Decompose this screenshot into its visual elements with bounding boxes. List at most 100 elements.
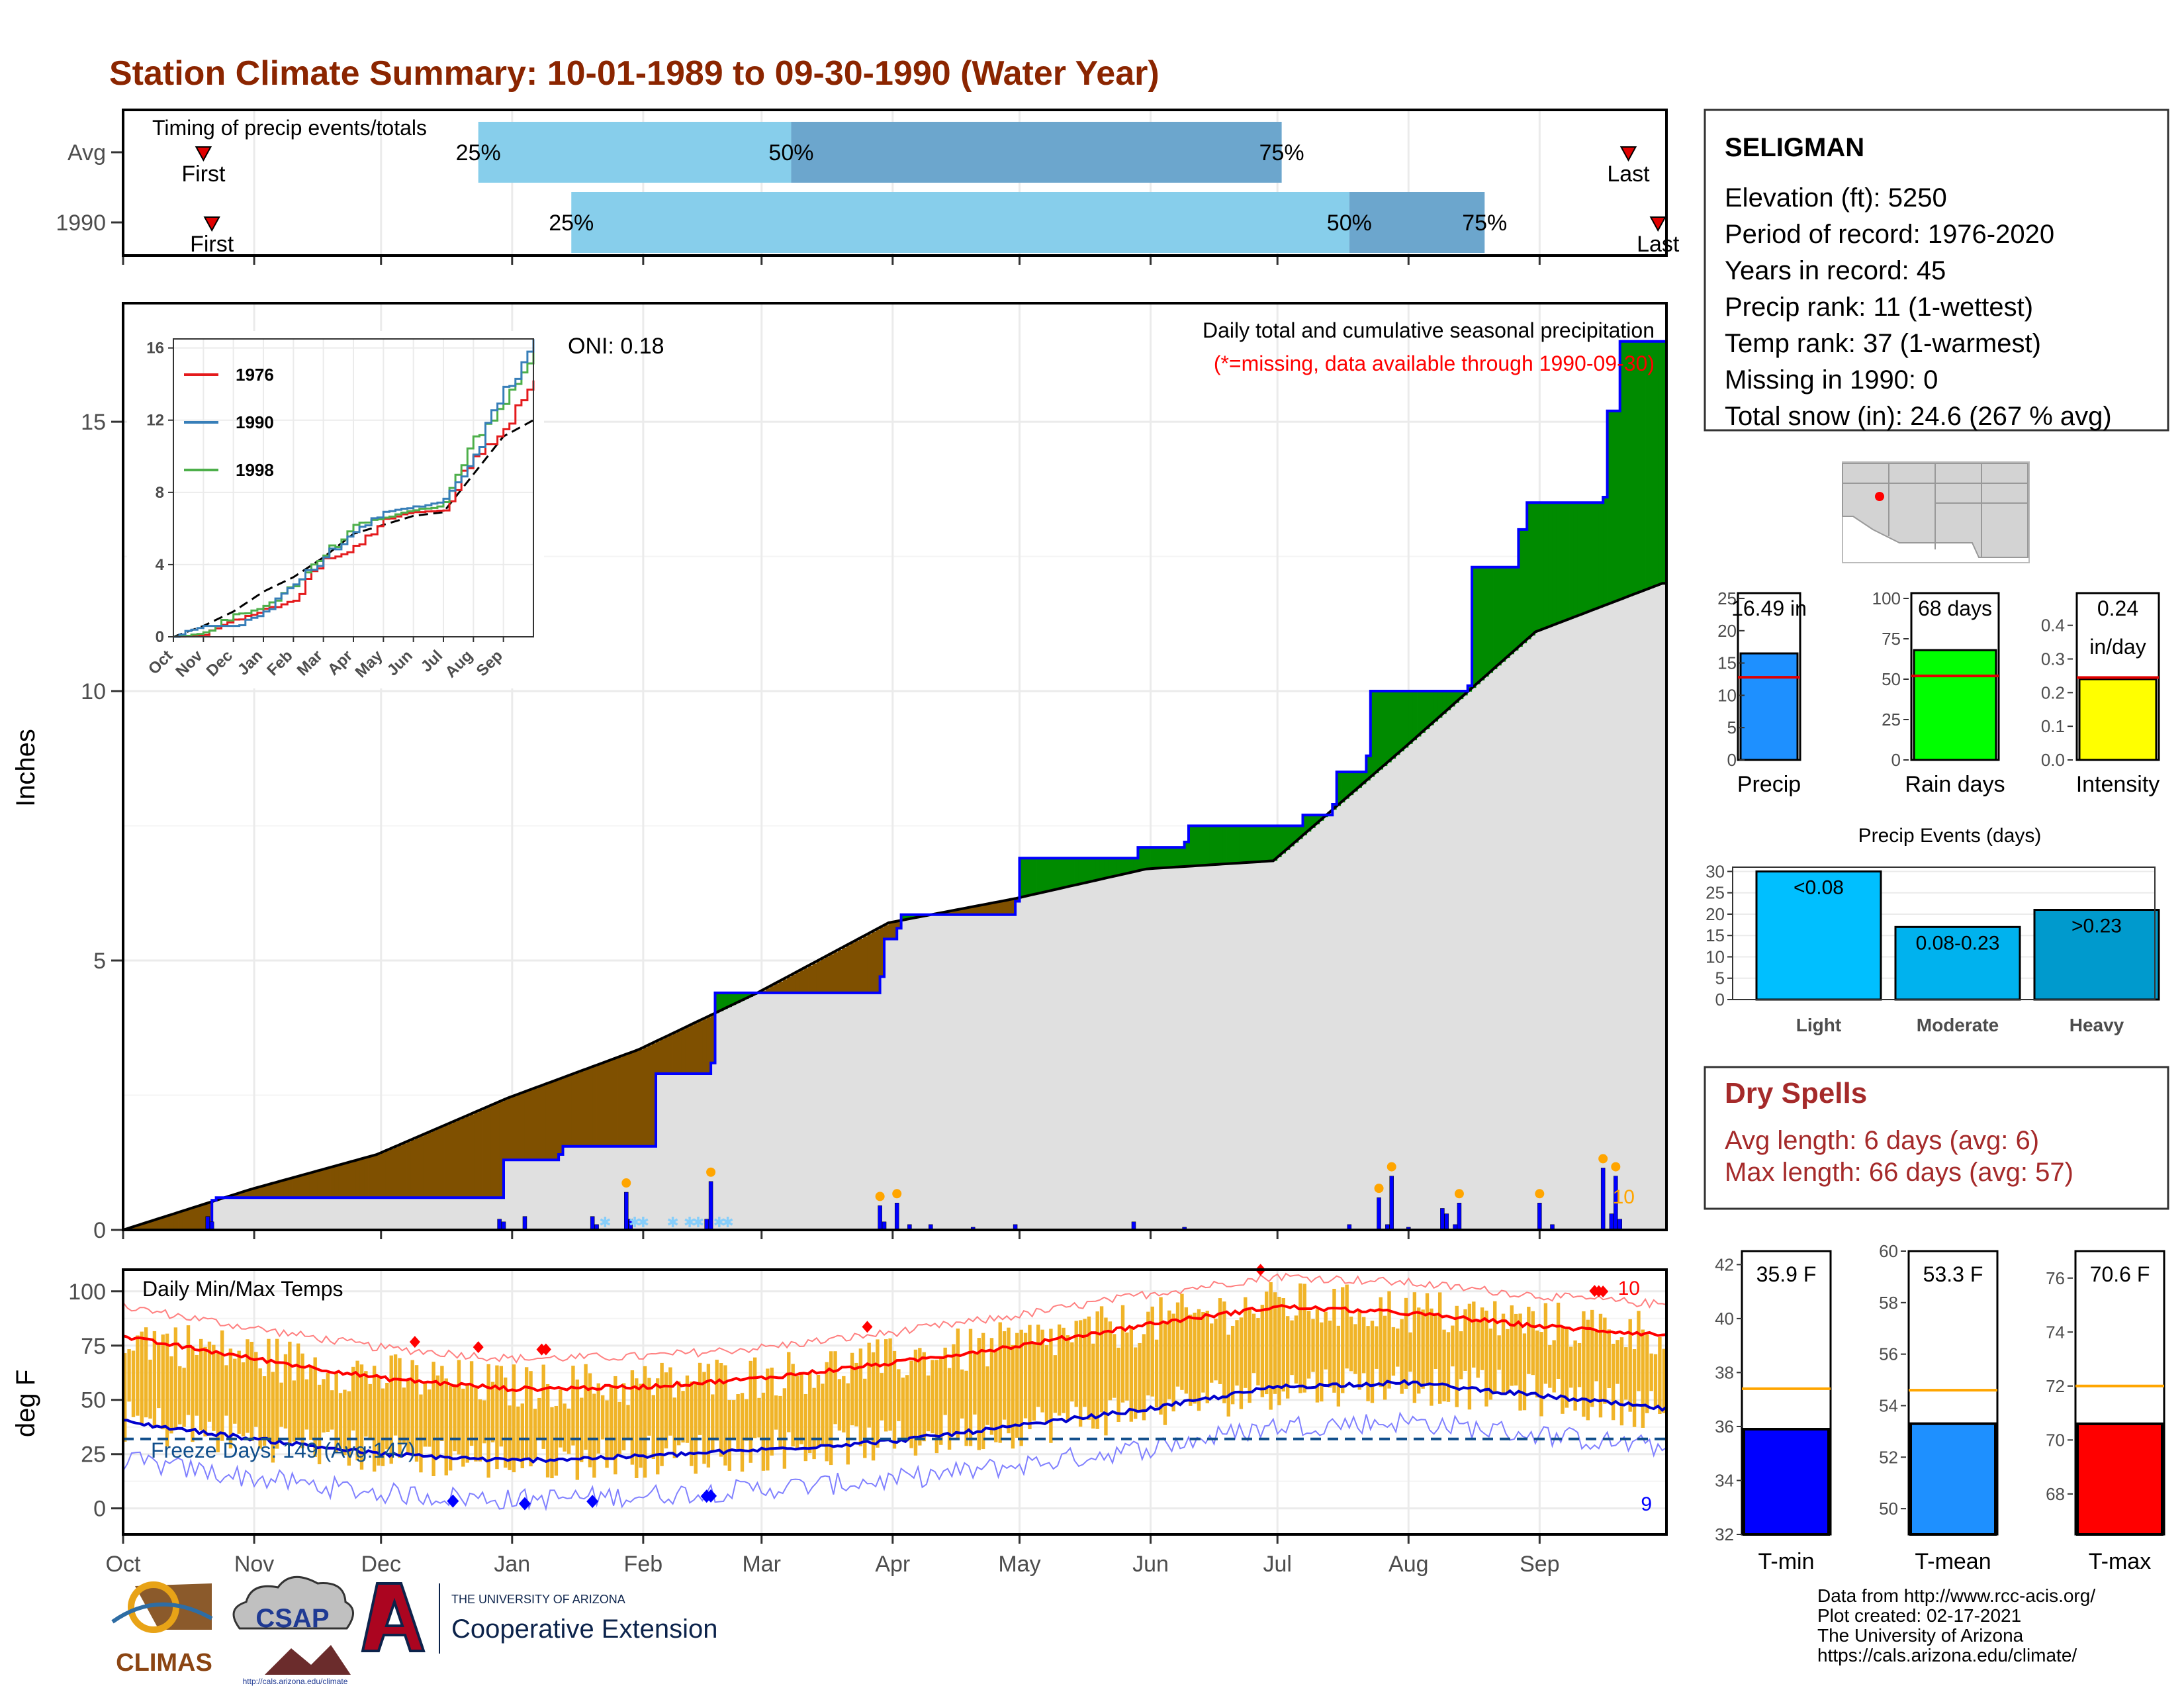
precip-surplus-fill — [1235, 825, 1240, 864]
precip-deficit-fill — [837, 950, 842, 993]
precip-base-fill — [1518, 647, 1524, 1230]
daily-temp-bar — [1586, 1319, 1590, 1421]
precip-base-fill — [444, 1197, 449, 1230]
precip-surplus-fill — [901, 914, 906, 921]
daily-temp-bar — [676, 1381, 681, 1446]
precip-deficit-fill — [309, 1173, 314, 1198]
precip-deficit-fill — [448, 1123, 453, 1198]
daily-temp-bar — [706, 1364, 711, 1468]
precip-base-fill — [656, 1073, 660, 1230]
precip-deficit-fill — [554, 1080, 559, 1160]
precip-deficit-fill — [774, 984, 779, 993]
timing-q25-label: 25% — [549, 211, 594, 236]
daily-temp-bar — [719, 1363, 723, 1457]
daily-precip-bar — [708, 1181, 713, 1231]
precip-surplus-fill — [1539, 502, 1545, 631]
events-y-tick-label: 30 — [1706, 861, 1725, 881]
station-info-line: Missing in 1990: 0 — [1725, 365, 1938, 395]
precip-base-fill — [580, 1146, 584, 1230]
daily-temp-bar — [952, 1344, 956, 1435]
precip-base-fill — [1472, 688, 1477, 1230]
precip-surplus-fill — [1548, 502, 1553, 628]
precip-base-fill — [377, 1197, 382, 1230]
precip-base-fill — [1353, 791, 1358, 1230]
daily-temp-bar — [212, 1344, 216, 1431]
precip-surplus-fill — [1361, 772, 1367, 784]
precip-surplus-fill — [1396, 691, 1400, 755]
daily-temp-bar — [858, 1348, 863, 1446]
daily-temp-bar — [1506, 1329, 1510, 1394]
daily-temp-bar — [837, 1379, 842, 1431]
daily-precip-bar — [205, 1216, 210, 1231]
precip-base-fill — [1341, 802, 1345, 1230]
precip-deficit-fill — [635, 1051, 639, 1147]
daily-temp-bar — [977, 1338, 981, 1450]
precip-deficit-fill — [664, 1037, 669, 1074]
daily-temp-bar — [931, 1360, 934, 1434]
daily-temp-bar — [985, 1366, 989, 1425]
precip-deficit-fill — [605, 1062, 610, 1147]
precip-deficit-fill — [186, 1209, 191, 1230]
daily-temp-bar — [1357, 1311, 1361, 1390]
temp-bar-y-tick-label: 50 — [1879, 1499, 1898, 1519]
precip-base-fill — [1433, 721, 1439, 1230]
temp-summary-bar — [2076, 1422, 2163, 1536]
record-low-marker — [705, 1489, 717, 1503]
precip-base-fill — [614, 1146, 618, 1230]
precip-surplus-fill — [1032, 858, 1037, 895]
precip-base-fill — [833, 992, 839, 1230]
precip-deficit-fill — [537, 1087, 542, 1160]
precip-base-fill — [685, 1073, 690, 1230]
record-low-marker — [518, 1497, 531, 1511]
precip-surplus-fill — [1598, 502, 1604, 608]
precip-base-fill — [825, 992, 830, 1230]
precip-surplus-fill — [1645, 341, 1650, 590]
precip-deficit-fill — [377, 1154, 382, 1198]
precip-base-fill — [1531, 635, 1536, 1230]
timing-panel-frame — [122, 109, 1668, 257]
daily-temp-bar — [913, 1349, 918, 1456]
precip-surplus-fill — [736, 992, 741, 1004]
timing-bar-50-75 — [791, 122, 1282, 183]
heavy-precip-marker — [621, 1178, 631, 1188]
record-high-marker — [1598, 1286, 1609, 1298]
precip-base-fill — [1641, 591, 1646, 1230]
precip-surplus-fill — [1108, 858, 1113, 878]
precip-base-fill — [292, 1197, 297, 1230]
precip-base-fill — [1044, 892, 1050, 1230]
precip-base-fill — [1408, 743, 1414, 1230]
precip-base-fill — [1180, 867, 1185, 1230]
daily-temp-bar — [639, 1383, 643, 1468]
daily-temp-bar — [1641, 1329, 1645, 1428]
station-info-line: Years in record: 45 — [1725, 256, 1946, 285]
precip-base-fill — [1167, 867, 1172, 1230]
precip-base-fill — [1011, 914, 1016, 1230]
daily-temp-bar — [647, 1378, 651, 1436]
inset-y-tick-label: 12 — [146, 412, 164, 430]
precip-deficit-fill — [858, 938, 864, 993]
daily-temp-bar — [1087, 1316, 1091, 1420]
precip-base-fill — [1349, 795, 1354, 1230]
daily-temp-bar — [191, 1346, 195, 1442]
daily-temp-bar — [1150, 1306, 1154, 1397]
daily-temp-bar — [621, 1383, 626, 1451]
precip-surplus-fill — [1298, 825, 1303, 839]
precip-base-fill — [1290, 846, 1295, 1230]
precip-base-fill — [1113, 876, 1117, 1230]
precip-base-fill — [1400, 751, 1405, 1230]
precip-deficit-fill — [617, 1057, 623, 1147]
daily-temp-bar — [338, 1393, 343, 1448]
precip-base-fill — [512, 1160, 517, 1230]
precip-base-fill — [1273, 861, 1278, 1230]
precip-deficit-fill — [766, 988, 770, 993]
precip-surplus-fill — [1239, 825, 1244, 863]
precip-surplus-fill — [1603, 497, 1608, 606]
daily-temp-bar — [698, 1362, 702, 1435]
precip-base-fill — [1019, 897, 1024, 1230]
daily-temp-bar — [1294, 1315, 1298, 1384]
credit-line: https://cals.arizona.edu/climate/ — [1817, 1645, 2077, 1665]
daily-temp-bar — [304, 1379, 309, 1430]
precip-base-fill — [766, 992, 770, 1230]
precip-base-fill — [359, 1197, 365, 1230]
